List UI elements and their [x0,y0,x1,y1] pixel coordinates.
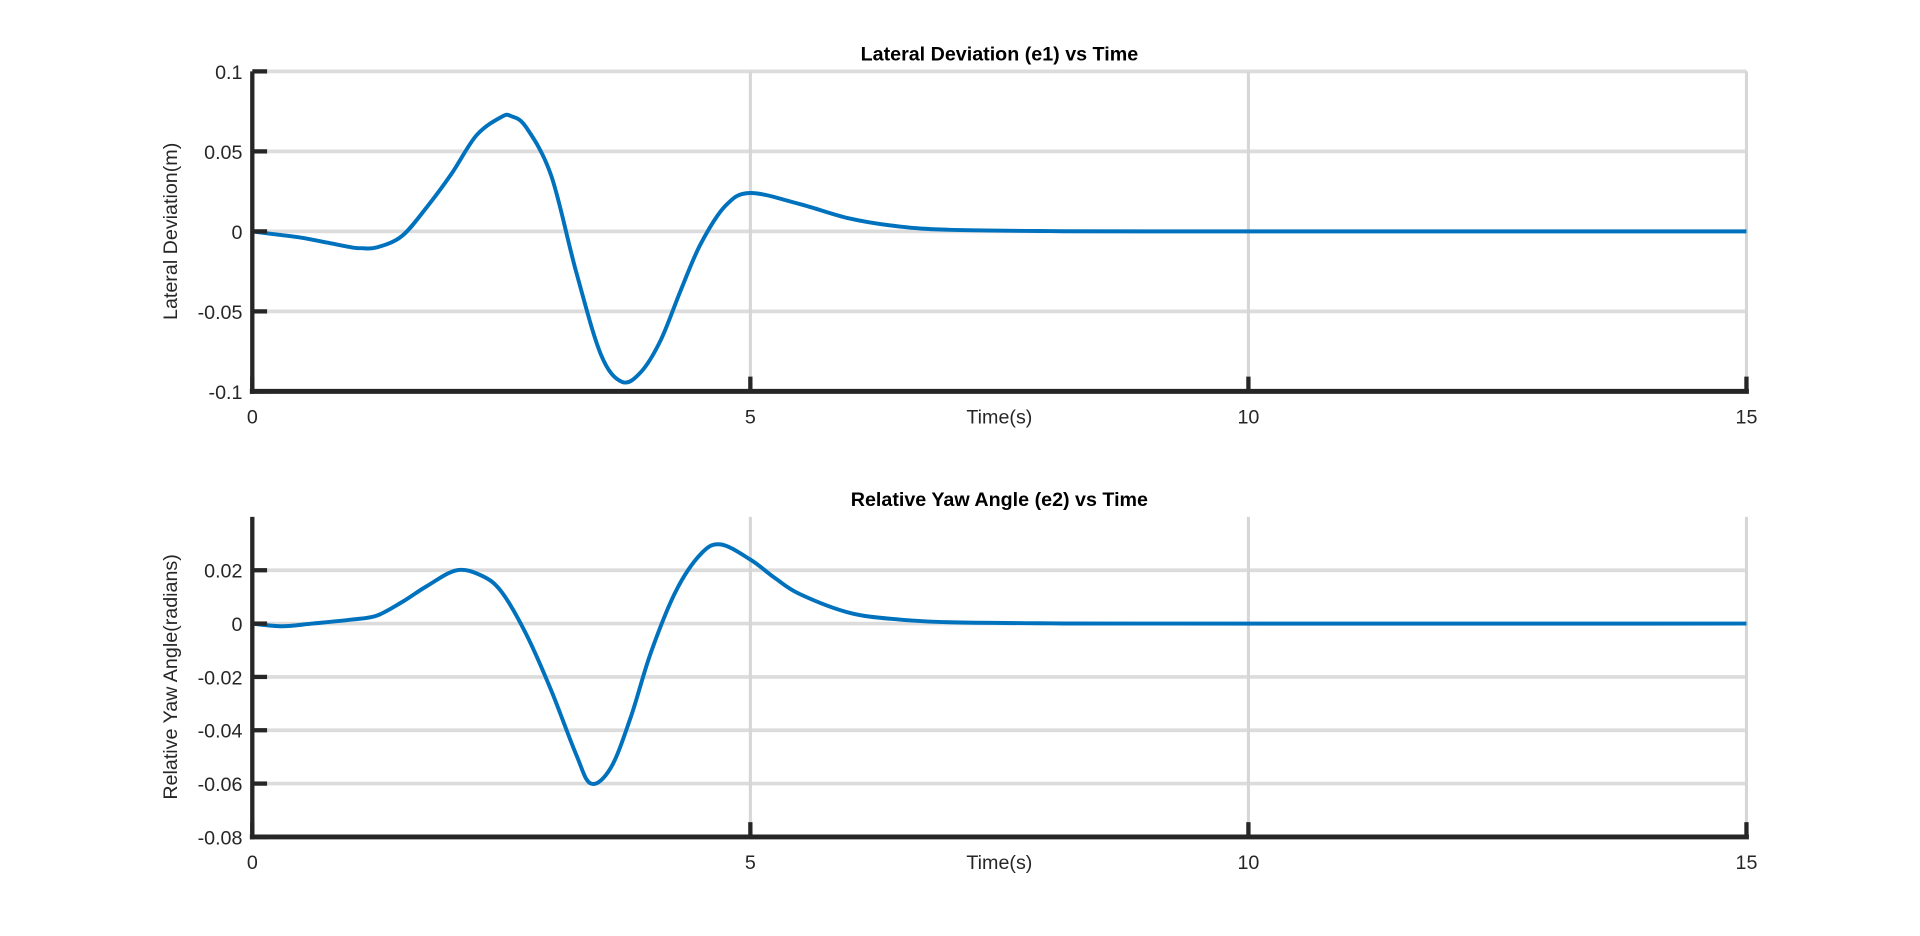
x-tick-label: 10 [1237,406,1259,428]
y-tick-label: -0.04 [198,721,243,743]
y-tick-label: 0 [232,614,243,636]
y-tick-label: -0.1 [209,382,243,404]
chart-title: Relative Yaw Angle (e2) vs Time [851,489,1148,511]
x-tick-label: 0 [247,852,258,874]
series-line-e1 [252,112,1747,385]
x-tick-label: 5 [745,852,756,874]
x-tick-label: 10 [1237,852,1259,874]
chart-2: -0.08 -0.06 -0.04 -0.02 0 0.02 0 5 10 15 Relative … [160,489,1757,874]
x-axis-label: Time(s) [966,852,1032,874]
x-tick-label: 15 [1736,852,1758,874]
y-tick-label: -0.02 [198,667,243,689]
y-tick-label: 0.1 [215,62,242,84]
y-tick-label: 0.02 [204,561,242,583]
y-tick-label: -0.08 [198,827,243,849]
y-tick-label: 0.05 [204,142,242,164]
x-tick-label: 5 [745,406,756,428]
y-tick-label: -0.06 [198,774,243,796]
y-axis-label: Relative Yaw Angle(radians) [160,554,182,800]
x-tick-label: 15 [1736,406,1758,428]
chart-title: Lateral Deviation (e1) vs Time [861,43,1139,65]
y-tick-label: -0.05 [198,302,243,324]
x-tick-label: 0 [247,406,258,428]
x-axis-label: Time(s) [966,406,1032,428]
y-tick-label: 0 [232,222,243,244]
chart-1: -0.1 -0.05 0 0.05 0.1 0 5 10 15 Lateral Deviation… [160,43,1757,428]
series-line-e2 [252,542,1747,786]
y-axis-label: Lateral Deviation(m) [160,143,182,320]
